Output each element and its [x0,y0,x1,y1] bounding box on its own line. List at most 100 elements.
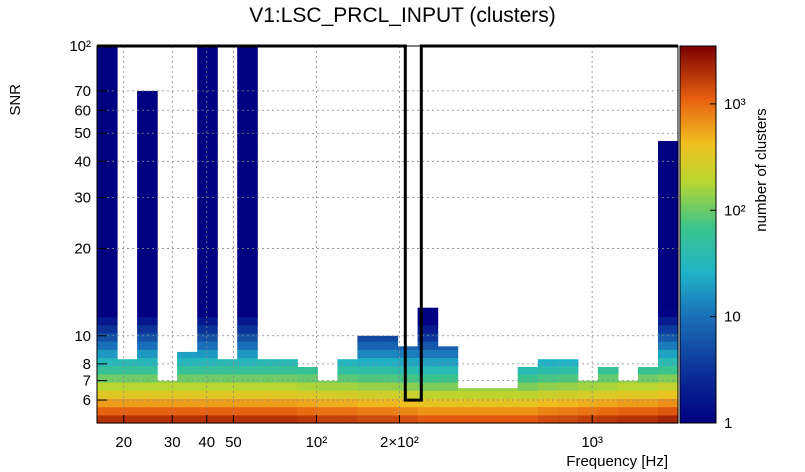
heatmap-cell [237,226,258,236]
heatmap-cell [577,390,599,399]
heatmap-cell [257,365,278,375]
heatmap-cell [97,398,118,408]
heatmap-cell [157,380,178,383]
heatmap-cell [237,185,258,195]
heatmap-cell [417,341,439,350]
heatmap-cell [157,390,178,399]
heatmap-cell [658,250,679,260]
heatmap-cell [137,250,158,260]
y-tick-label: 60 [74,102,91,119]
heatmap-cell [237,324,258,334]
heatmap-cell [137,128,158,137]
heatmap-cell [658,242,679,252]
heatmap-cell [437,398,459,408]
x-tick-label: 40 [198,434,215,451]
heatmap-cell [117,365,138,375]
heatmap-cell [517,406,539,416]
heatmap-cell [137,382,158,391]
heatmap-cell [557,365,579,375]
heatmap-cell [397,414,419,424]
heatmap-cell [197,62,218,72]
heatmap-cell [257,414,278,424]
heatmap-cell [97,382,118,391]
heatmap-cell [97,406,118,416]
heatmap-cell [137,177,158,186]
heatmap-cell [397,349,419,358]
heatmap-cell [617,382,639,391]
heatmap-cell [577,406,599,416]
heatmap-cell [277,398,298,408]
heatmap-cell [437,373,459,383]
heatmap-cell [277,382,298,391]
heatmap-cell [137,234,158,244]
heatmap-cell [177,398,198,408]
heatmap-cell [597,398,619,408]
heatmap-cell [197,300,218,309]
heatmap-cell [237,70,258,80]
heatmap-cell [197,70,218,80]
heatmap-cell [237,218,258,227]
heatmap-cell [537,359,559,367]
heatmap-cell [658,177,679,186]
heatmap-cell [197,87,218,96]
y-axis-label: SNR [7,84,24,116]
heatmap-cell [197,46,218,55]
heatmap-cell [377,341,399,350]
heatmap-cell [417,307,439,309]
heatmap-cell [277,373,298,383]
heatmap-cell [117,414,138,424]
heatmap-cell [457,398,479,408]
heatmap-cell [297,382,318,391]
heatmap-cell [658,390,679,399]
heatmap-cell [397,382,419,391]
heatmap-cell [237,54,258,63]
heatmap-cell [237,373,258,383]
y-tick-label: 50 [74,125,91,142]
heatmap-cell [537,382,559,391]
y-tick-label: 10 [74,328,91,345]
heatmap-cell [577,380,599,383]
heatmap-cell [237,128,258,137]
heatmap-cell [597,390,619,399]
heatmap-cell [658,300,679,309]
heatmap-cell [377,414,399,424]
heatmap-cell [197,111,218,121]
heatmap-cell [197,152,218,162]
heatmap-cell [357,349,378,358]
heatmap-cell [658,209,679,219]
heatmap-cell [658,160,679,170]
heatmap-cell [357,335,378,342]
heatmap-cell [557,359,579,367]
heatmap-cell [97,136,118,145]
heatmap-cell [197,267,218,277]
heatmap-cell [337,382,358,391]
heatmap-cell [257,406,278,416]
heatmap-cell [317,398,338,408]
heatmap-cell [517,382,539,391]
heatmap-cell [658,382,679,391]
heatmap-cell [658,283,679,293]
heatmap-cell [617,398,639,408]
heatmap-cell [157,382,178,391]
heatmap-cell [97,291,118,301]
heatmap-cell [537,390,559,399]
heatmap-cell [237,87,258,96]
heatmap-cell [237,316,258,326]
heatmap-cell [197,95,218,104]
heatmap-cell [317,382,338,391]
y-tick-label: 6 [83,392,91,409]
heatmap-cell [637,367,659,375]
heatmap-cell [237,78,258,88]
heatmap-cell [137,136,158,145]
heatmap-cell [357,373,378,383]
heatmap-cell [97,234,118,244]
heatmap-cell [97,349,118,358]
heatmap-cell [137,144,158,154]
heatmap-cell [97,283,118,293]
heatmap-cell [277,406,298,416]
heatmap-cell [217,365,238,375]
heatmap-cell [137,324,158,334]
heatmap-cell [337,398,358,408]
heatmap-cell [557,390,579,399]
